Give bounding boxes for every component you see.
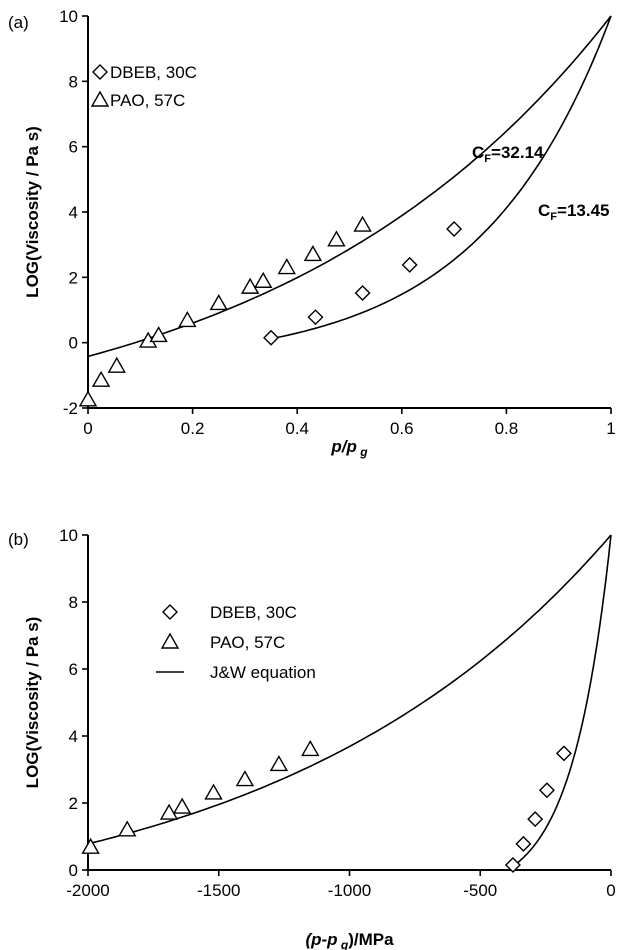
x-tick-label: -500 [463,881,497,900]
data-point-triangle [269,755,289,772]
x-tick-label: 0 [606,881,615,900]
data-point-diamond [354,285,371,302]
y-tick-label: 4 [69,203,78,222]
data-point-diamond [504,856,521,873]
y-tick-label: 10 [59,7,78,26]
data-point-diamond [555,745,572,762]
data-point-triangle [204,783,223,800]
y-tick-label: 8 [69,72,78,91]
x-tick-label: -1500 [197,881,240,900]
data-point-triangle [235,770,255,787]
chart-panel-a: (a) -2 0 2 4 6 8 10 0 0.2 0.4 0.6 0.8 1 LOG(Viscosity … [8,7,616,459]
y-tick-label: 8 [69,593,78,612]
legend-entry: PAO, 57C [210,633,285,652]
legend-entry: J&W equation [210,663,316,682]
data-point-triangle [178,311,197,328]
legend-symbol-diamond [162,604,178,620]
x-tick-label: -2000 [66,881,109,900]
y-tick-label: 4 [69,727,78,746]
curve-annotation: CF=13.45 [538,201,610,223]
curve-annotation: CF=32.14 [472,143,544,165]
data-point-triangle [118,820,137,837]
y-tick-label: 0 [69,334,78,353]
legend-symbol-diamond [92,64,108,80]
data-point-diamond [515,835,532,852]
x-tick-label: 0.4 [285,419,309,438]
data-point-triangle [78,390,98,407]
legend-entry: DBEB, 30C [210,603,297,622]
legend-entry: PAO, 57C [110,91,185,110]
legend-entry: DBEB, 30C [110,63,197,82]
legend-symbol-triangle [90,90,110,107]
fit-curve [87,15,612,358]
y-tick-label: 6 [69,660,78,679]
data-point-diamond [401,256,418,273]
x-tick-label: 0.2 [181,419,205,438]
data-point-triangle [277,258,296,275]
data-point-triangle [159,803,179,820]
x-tick-label: 0.8 [495,419,519,438]
y-tick-label: -2 [63,399,78,418]
fit-curve [270,15,612,340]
data-point-diamond [538,782,555,799]
data-point-triangle [81,837,100,854]
panel-label: (a) [8,13,29,32]
y-tick-label: 6 [69,138,78,157]
data-point-triangle [149,326,168,343]
data-point-diamond [263,329,280,346]
y-tick-label: 0 [69,861,78,880]
x-axis-label: p/p g [330,437,368,459]
data-point-diamond [527,811,544,828]
chart-panel-b: (b) 0 2 4 6 8 10 -2000 -1500 -1000 -500 0 LOG(Viscos… [8,526,616,950]
x-tick-label: -1000 [328,881,371,900]
data-point-diamond [446,220,463,237]
data-point-triangle [253,271,273,288]
panel-label: (b) [8,530,29,549]
data-point-triangle [353,215,372,232]
data-point-triangle [107,356,126,373]
x-tick-label: 0.6 [390,419,414,438]
data-point-triangle [209,294,228,311]
x-tick-label: 0 [83,419,92,438]
data-point-triangle [327,230,346,247]
data-point-triangle [172,797,192,814]
data-point-triangle [240,277,260,294]
x-tick-label: 1 [606,419,615,438]
data-point-triangle [91,370,111,387]
y-axis-label: LOG(Viscosity / Pa s) [23,617,42,789]
fit-curve [87,534,612,845]
data-point-diamond [307,309,324,326]
y-axis-label: LOG(Viscosity / Pa s) [23,126,42,298]
y-tick-label: 10 [59,526,78,545]
data-point-triangle [301,739,320,757]
x-axis-label: (p-p g)/MPa [305,930,394,950]
y-tick-label: 2 [69,268,78,287]
legend-symbol-triangle [160,632,180,649]
y-tick-label: 2 [69,794,78,813]
data-point-triangle [303,245,323,262]
fit-curve [509,534,612,869]
